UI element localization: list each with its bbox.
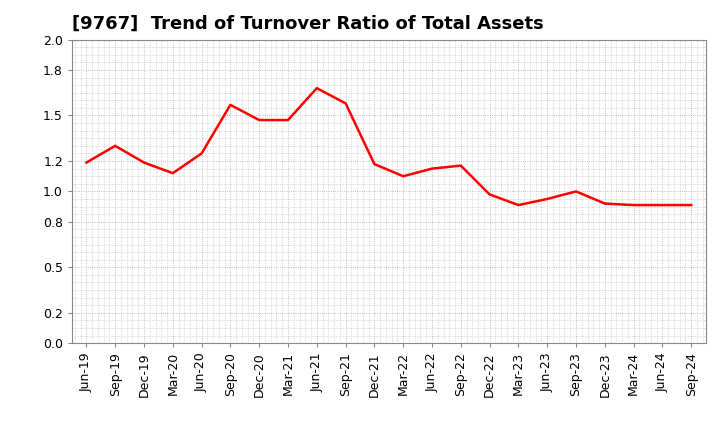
Text: [9767]  Trend of Turnover Ratio of Total Assets: [9767] Trend of Turnover Ratio of Total … (72, 15, 544, 33)
